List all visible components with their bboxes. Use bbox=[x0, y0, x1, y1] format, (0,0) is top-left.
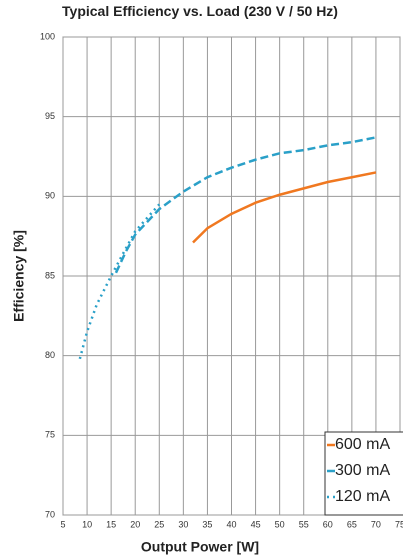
legend-label: 120 mA bbox=[335, 488, 390, 505]
x-axis-label: Output Power [W] bbox=[141, 539, 259, 555]
y-axis-label: Efficiency [%] bbox=[11, 230, 27, 322]
y-tick-label: 75 bbox=[45, 430, 55, 440]
y-tick-label: 90 bbox=[45, 191, 55, 201]
legend-label: 300 mA bbox=[335, 462, 390, 479]
x-tick-label: 30 bbox=[178, 519, 188, 529]
legend-label: 600 mA bbox=[335, 436, 390, 453]
x-tick-label: 25 bbox=[154, 519, 164, 529]
x-tick-label: 15 bbox=[106, 519, 116, 529]
x-tick-label: 20 bbox=[130, 519, 140, 529]
y-tick-label: 85 bbox=[45, 270, 55, 280]
series-line bbox=[78, 203, 161, 360]
x-tick-label: 35 bbox=[202, 519, 212, 529]
chart-title: Typical Efficiency vs. Load (230 V / 50 … bbox=[62, 3, 338, 19]
x-tick-label: 75 bbox=[395, 519, 403, 529]
x-tick-label: 5 bbox=[60, 519, 65, 529]
y-tick-label: 70 bbox=[45, 509, 55, 519]
x-tick-label: 70 bbox=[371, 519, 381, 529]
x-tick-label: 60 bbox=[323, 519, 333, 529]
x-tick-label: 45 bbox=[251, 519, 261, 529]
x-tick-label: 50 bbox=[275, 519, 285, 529]
y-tick-label: 100 bbox=[40, 31, 55, 41]
x-tick-label: 55 bbox=[299, 519, 309, 529]
series-line bbox=[192, 171, 377, 244]
x-tick-label: 65 bbox=[347, 519, 357, 529]
x-tick-label: 10 bbox=[82, 519, 92, 529]
x-tick-label: 40 bbox=[226, 519, 236, 529]
legend-box bbox=[324, 431, 403, 516]
y-tick-label: 95 bbox=[45, 111, 55, 121]
y-tick-label: 80 bbox=[45, 350, 55, 360]
series-line bbox=[114, 136, 377, 274]
